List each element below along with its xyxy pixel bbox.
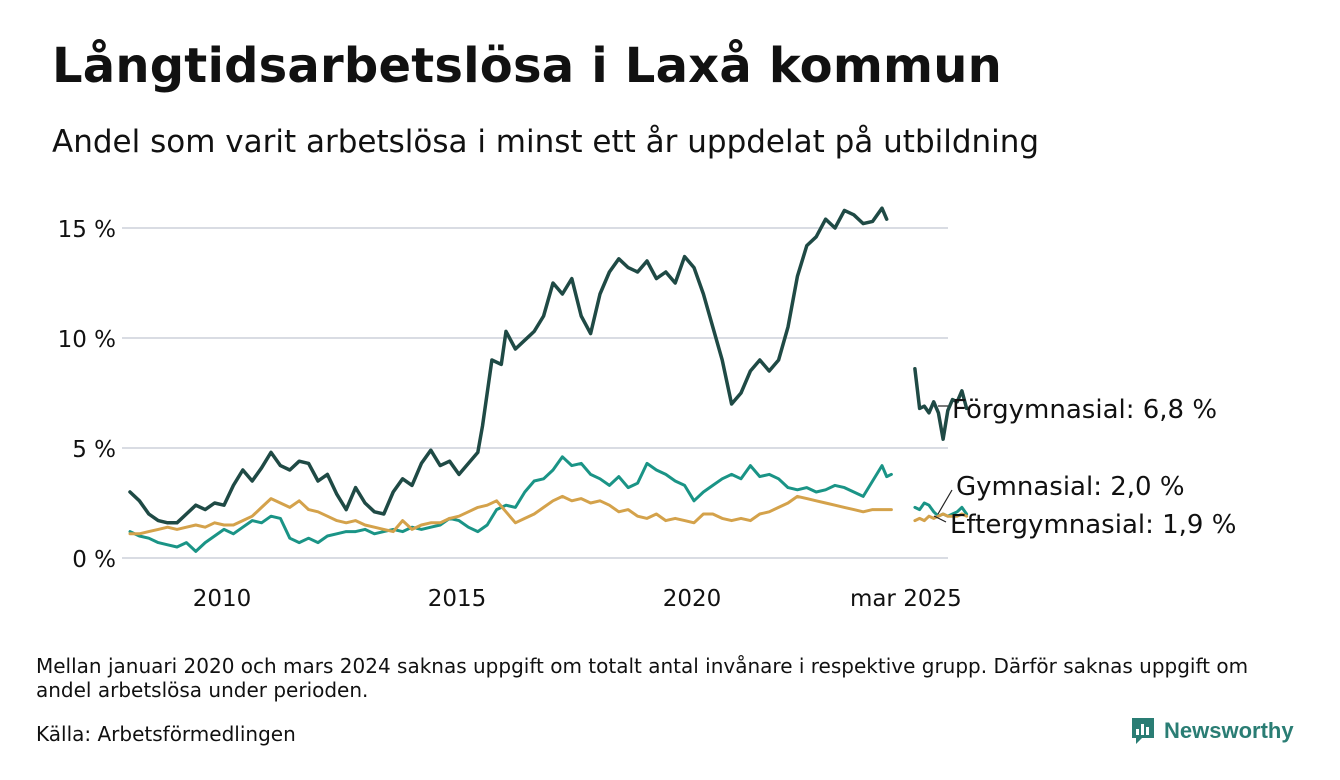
series-line	[128, 494, 893, 536]
series-lines	[128, 206, 969, 553]
y-tick-label: 5 %	[72, 437, 116, 463]
footnote: Mellan januari 2020 och mars 2024 saknas…	[36, 654, 1249, 702]
series-line	[913, 512, 969, 523]
y-tick-label: 10 %	[58, 327, 116, 353]
series-eftergymnasial	[128, 494, 969, 536]
y-tick-label: 15 %	[58, 217, 116, 243]
series-förgymnasial	[128, 206, 969, 525]
y-tick-label: 0 %	[72, 547, 116, 573]
x-tick-label: 2015	[428, 586, 487, 612]
newsworthy-logo-icon	[1132, 718, 1154, 744]
series-line	[128, 206, 889, 525]
chart-subtitle: Andel som varit arbetslösa i minst ett å…	[52, 124, 1040, 160]
brand-name: Newsworthy	[1164, 718, 1294, 743]
series-end-label: Gymnasial: 2,0 %	[956, 472, 1185, 502]
series-line	[128, 455, 893, 553]
series-end-labels: Förgymnasial: 6,8 % Gymnasial: 2,0 % Efter…	[933, 395, 1236, 540]
series-end-label: Eftergymnasial: 1,9 %	[950, 510, 1236, 540]
label-leader-line	[933, 515, 947, 523]
chart-title: Långtidsarbetslösa i Laxå kommun	[52, 38, 1003, 94]
y-axis-tick-labels: 0 % 5 % 10 % 15 %	[58, 217, 116, 573]
label-leader-line	[937, 489, 953, 515]
x-tick-label: mar 2025	[850, 586, 962, 612]
gridlines	[122, 227, 948, 559]
x-tick-label: 2010	[193, 586, 252, 612]
x-axis-tick-labels: 2010 2015 2020 mar 2025	[193, 586, 962, 612]
series-end-label: Förgymnasial: 6,8 %	[952, 395, 1217, 425]
source-text: Källa: Arbetsförmedlingen	[36, 722, 296, 746]
x-tick-label: 2020	[663, 586, 722, 612]
series-line	[913, 367, 969, 441]
newsworthy-logo[interactable]: Newsworthy	[1130, 716, 1294, 746]
